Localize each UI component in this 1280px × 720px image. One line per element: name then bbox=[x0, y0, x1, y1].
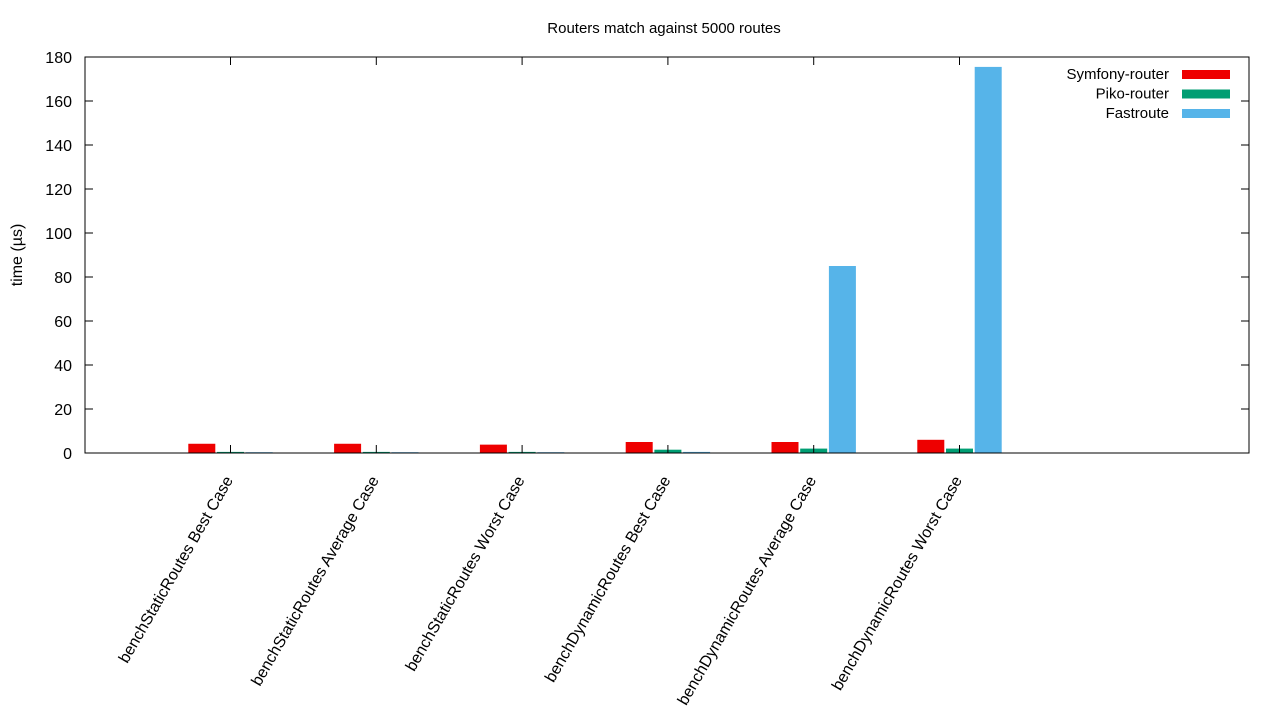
legend: Symfony-router Piko-router Fastroute bbox=[1066, 66, 1230, 122]
bar-fastroute-5 bbox=[828, 266, 856, 453]
y-tick-label: 20 bbox=[54, 402, 72, 419]
y-tick-label: 100 bbox=[45, 226, 72, 243]
y-tick-label: 0 bbox=[63, 446, 72, 463]
y-tick-label: 40 bbox=[54, 358, 72, 375]
bar-fastroute-4 bbox=[683, 451, 711, 453]
plot-frame bbox=[84, 56, 1250, 454]
x-tick-label: benchDynamicRoutes Average Case bbox=[675, 473, 820, 708]
x-tick-label: benchStaticRoutes Best Case bbox=[116, 473, 237, 666]
legend-swatch bbox=[1182, 89, 1230, 99]
y-tick-label: 180 bbox=[45, 50, 72, 67]
legend-label: Fastroute bbox=[1106, 105, 1169, 122]
y-tick-label: 140 bbox=[45, 138, 72, 155]
y-tick-label: 120 bbox=[45, 182, 72, 199]
legend-swatch bbox=[1182, 109, 1230, 118]
legend-swatch bbox=[1182, 70, 1230, 79]
legend-label: Symfony-router bbox=[1066, 66, 1169, 83]
bar-symfony-router-1 bbox=[188, 443, 216, 453]
x-tick-label: benchStaticRoutes Average Case bbox=[249, 473, 383, 689]
y-tick-label: 80 bbox=[54, 270, 72, 287]
y-ticks-group: 0 20 40 60 80 100 120 140 160 180 bbox=[45, 50, 1249, 463]
bar-symfony-router-4 bbox=[625, 442, 653, 453]
x-tick-label: benchDynamicRoutes Worst Case bbox=[829, 473, 966, 693]
y-axis-label: time (µs) bbox=[9, 224, 26, 287]
bar-fastroute-6 bbox=[974, 66, 1002, 454]
bar-symfony-router-5 bbox=[771, 442, 799, 453]
y-tick-label: 60 bbox=[54, 314, 72, 331]
x-tick-label: benchStaticRoutes Worst Case bbox=[403, 473, 529, 674]
legend-label: Piko-router bbox=[1096, 86, 1169, 103]
bar-symfony-router-6 bbox=[917, 439, 945, 453]
chart-title: Routers match against 5000 routes bbox=[547, 20, 780, 37]
x-tick-label: benchDynamicRoutes Best Case bbox=[542, 473, 674, 685]
bar-symfony-router-2 bbox=[334, 443, 362, 453]
bars-group bbox=[188, 66, 1002, 454]
bar-symfony-router-3 bbox=[479, 444, 507, 453]
y-tick-label: 160 bbox=[45, 94, 72, 111]
